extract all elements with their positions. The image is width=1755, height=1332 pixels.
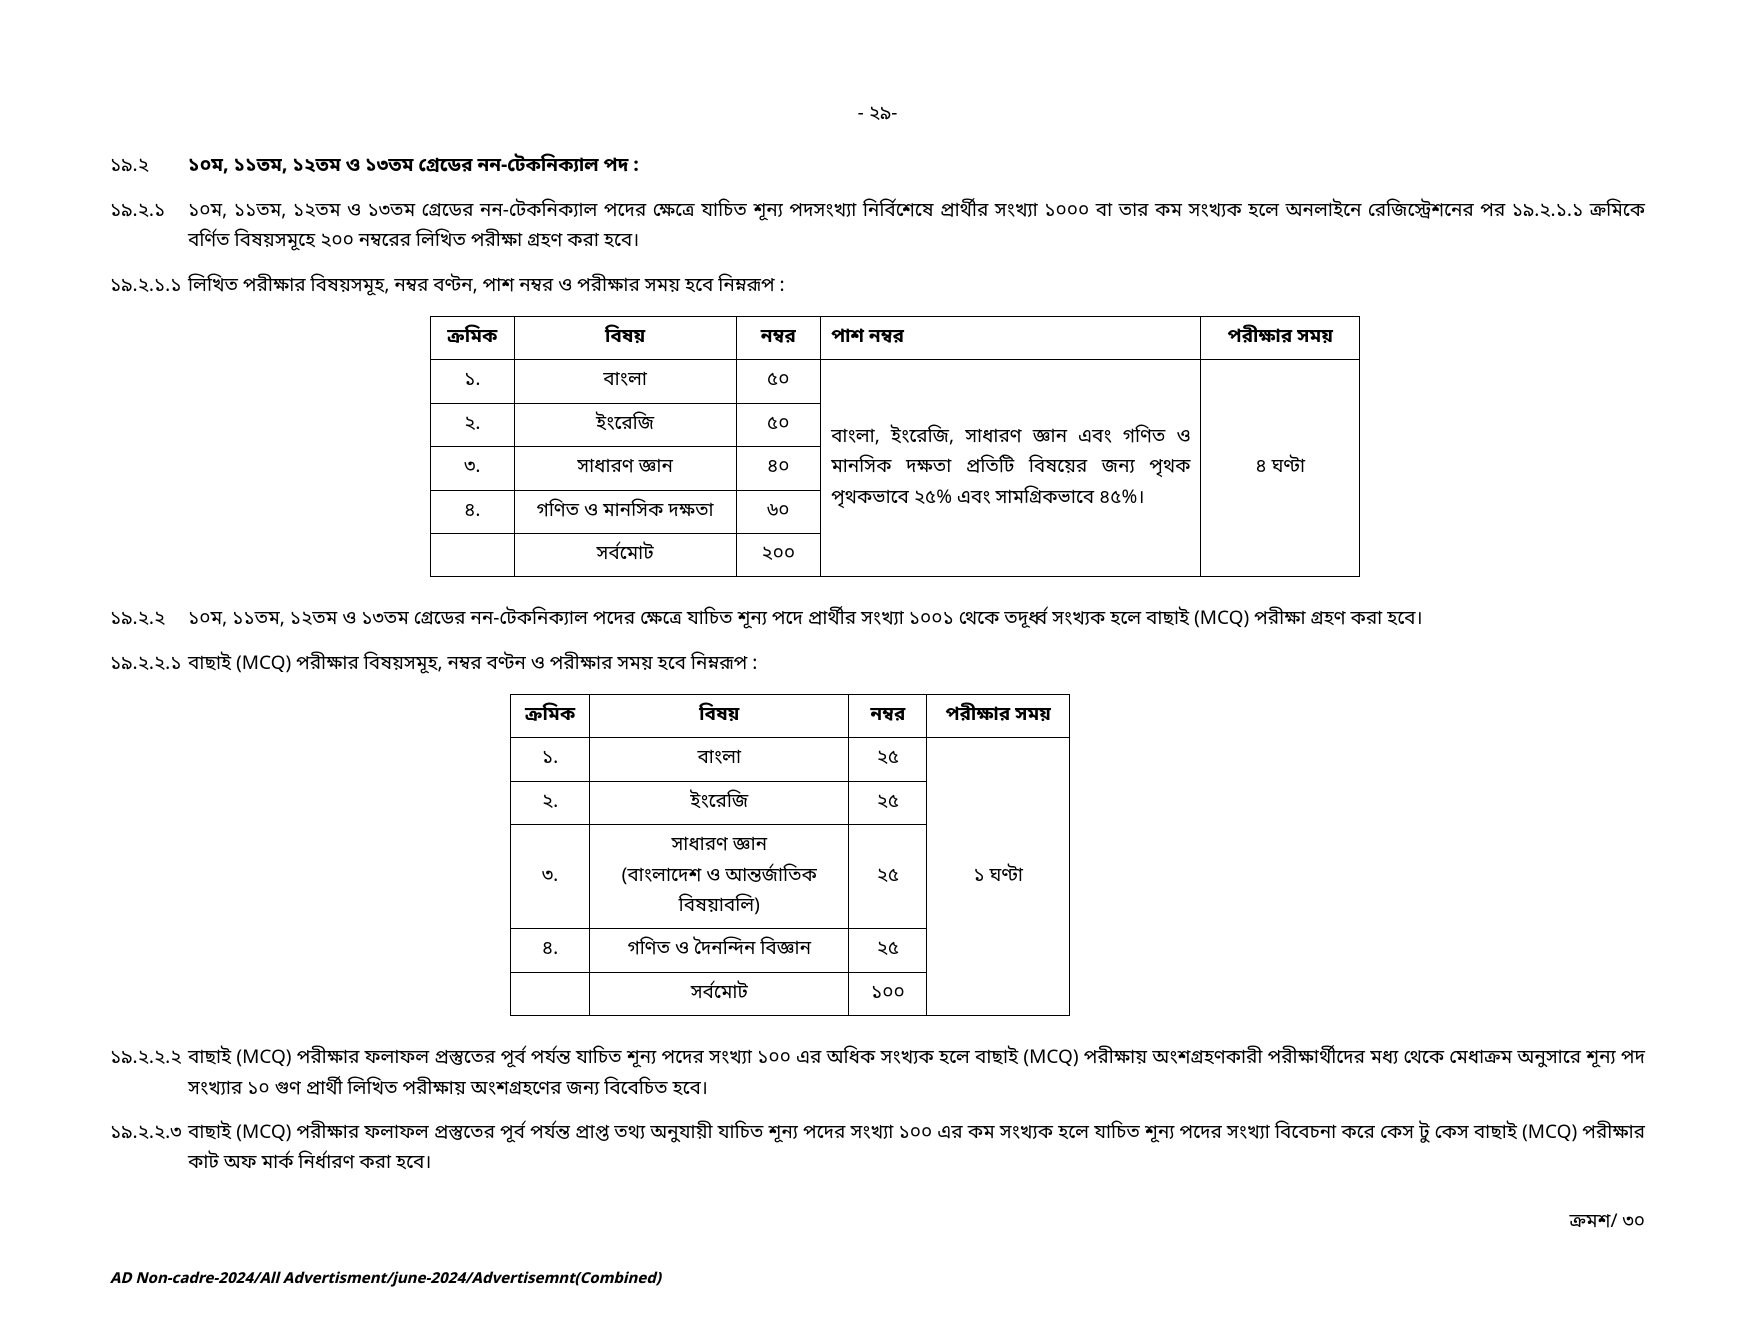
col-time: পরীক্ষার সময় (1201, 316, 1360, 359)
col-subject: বিষয় (514, 316, 736, 359)
table-header-row: ক্রমিক বিষয় নম্বর পাশ নম্বর পরীক্ষার সম… (431, 316, 1360, 359)
section-heading: ১০ম, ১১তম, ১২তম ও ১৩তম গ্রেডের নন-টেকনিক… (188, 152, 1645, 182)
section-num: ১৯.২.২ (110, 605, 188, 635)
cell: ইংরেজি (514, 403, 736, 446)
cell: ২০০ (736, 533, 821, 576)
section-num: ১৯.২.২.১ (110, 650, 188, 680)
section-body: বাছাই (MCQ) পরীক্ষার ফলাফল প্রস্তুতের পূ… (188, 1119, 1645, 1180)
section-body: ১০ম, ১১তম, ১২তম ও ১৩তম গ্রেডের নন-টেকনিক… (188, 197, 1645, 258)
cell (431, 533, 515, 576)
col-pass: পাশ নম্বর (821, 316, 1201, 359)
col-serial: ক্রমিক (511, 695, 590, 738)
section-num: ১৯.২.২.৩ (110, 1119, 188, 1149)
cell: বাংলা (590, 738, 849, 781)
col-serial: ক্রমিক (431, 316, 515, 359)
cell: ২. (511, 781, 590, 824)
cell: ১০০ (849, 972, 927, 1015)
cell: সর্বমোট (590, 972, 849, 1015)
cell-line-1: সাধারণ জ্ঞান (671, 833, 767, 858)
section-19-2-1: ১৯.২.১ ১০ম, ১১তম, ১২তম ও ১৩তম গ্রেডের নন… (110, 197, 1645, 258)
cell (511, 972, 590, 1015)
cell: সর্বমোট (514, 533, 736, 576)
col-marks: নম্বর (736, 316, 821, 359)
mcq-exam-table: ক্রমিক বিষয় নম্বর পরীক্ষার সময় ১. বাংল… (510, 694, 1070, 1016)
cell: ১. (431, 360, 515, 403)
page-number: - ২৯- (110, 100, 1645, 130)
section-19-2-1-1: ১৯.২.১.১ লিখিত পরীক্ষার বিষয়সমূহ, নম্বর… (110, 272, 1645, 302)
cell: সাধারণ জ্ঞান (বাংলাদেশ ও আন্তর্জাতিক বিষ… (590, 825, 849, 929)
section-num: ১৯.২.২.২ (110, 1044, 188, 1074)
col-subject: বিষয় (590, 695, 849, 738)
col-marks: নম্বর (849, 695, 927, 738)
exam-time-cell: ১ ঘণ্টা (927, 738, 1070, 1016)
cell: ৪০ (736, 447, 821, 490)
section-num: ১৯.২.১ (110, 197, 188, 227)
cell-line-2: (বাংলাদেশ ও আন্তর্জাতিক বিষয়াবলি) (622, 864, 817, 919)
section-19-2-2-3: ১৯.২.২.৩ বাছাই (MCQ) পরীক্ষার ফলাফল প্রস… (110, 1119, 1645, 1180)
table-header-row: ক্রমিক বিষয় নম্বর পরীক্ষার সময় (511, 695, 1070, 738)
section-19-2-2-2: ১৯.২.২.২ বাছাই (MCQ) পরীক্ষার ফলাফল প্রস… (110, 1044, 1645, 1105)
cell: বাংলা (514, 360, 736, 403)
cell: ৬০ (736, 490, 821, 533)
continuation-text: ক্রমশ/ ৩০ (110, 1208, 1645, 1238)
cell: ৫০ (736, 360, 821, 403)
footer-reference: AD Non-cadre-2024/All Advertisment/june-… (110, 1268, 1645, 1292)
cell: ৩. (431, 447, 515, 490)
cell: ২৫ (849, 738, 927, 781)
cell: ৩. (511, 825, 590, 929)
cell: ২. (431, 403, 515, 446)
cell: ২৫ (849, 781, 927, 824)
section-19-2-2: ১৯.২.২ ১০ম, ১১তম, ১২তম ও ১৩তম গ্রেডের নন… (110, 605, 1645, 635)
cell: ইংরেজি (590, 781, 849, 824)
table-row: ১. বাংলা ৫০ বাংলা, ইংরেজি, সাধারণ জ্ঞান … (431, 360, 1360, 403)
cell: গণিত ও দৈনন্দিন বিজ্ঞান (590, 929, 849, 972)
pass-marks-cell: বাংলা, ইংরেজি, সাধারণ জ্ঞান এবং গণিত ও ম… (821, 360, 1201, 577)
table-row: ১. বাংলা ২৫ ১ ঘণ্টা (511, 738, 1070, 781)
cell: ১. (511, 738, 590, 781)
cell: ৫০ (736, 403, 821, 446)
section-body: ১০ম, ১১তম, ১২তম ও ১৩তম গ্রেডের নন-টেকনিক… (188, 605, 1645, 635)
cell: ২৫ (849, 929, 927, 972)
section-19-2: ১৯.২ ১০ম, ১১তম, ১২তম ও ১৩তম গ্রেডের নন-ট… (110, 152, 1645, 182)
cell: ৪. (511, 929, 590, 972)
cell: ২৫ (849, 825, 927, 929)
section-num: ১৯.২.১.১ (110, 272, 188, 302)
section-num: ১৯.২ (110, 152, 188, 182)
section-body: বাছাই (MCQ) পরীক্ষার বিষয়সমূহ, নম্বর বণ… (188, 650, 1645, 680)
exam-time-cell: ৪ ঘণ্টা (1201, 360, 1360, 577)
cell: সাধারণ জ্ঞান (514, 447, 736, 490)
section-19-2-2-1: ১৯.২.২.১ বাছাই (MCQ) পরীক্ষার বিষয়সমূহ,… (110, 650, 1645, 680)
col-time: পরীক্ষার সময় (927, 695, 1070, 738)
section-body: লিখিত পরীক্ষার বিষয়সমূহ, নম্বর বণ্টন, প… (188, 272, 1645, 302)
cell: ৪. (431, 490, 515, 533)
written-exam-table: ক্রমিক বিষয় নম্বর পাশ নম্বর পরীক্ষার সম… (430, 316, 1360, 577)
section-body: বাছাই (MCQ) পরীক্ষার ফলাফল প্রস্তুতের পূ… (188, 1044, 1645, 1105)
cell: গণিত ও মানসিক দক্ষতা (514, 490, 736, 533)
